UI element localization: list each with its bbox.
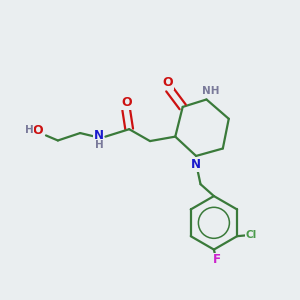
Text: F: F xyxy=(213,254,221,266)
Text: NH: NH xyxy=(202,85,220,96)
Text: H: H xyxy=(25,125,34,135)
Text: H: H xyxy=(94,140,103,150)
Text: O: O xyxy=(32,124,43,136)
Text: N: N xyxy=(94,129,104,142)
Text: N: N xyxy=(191,158,201,171)
Text: O: O xyxy=(122,96,132,109)
Text: Cl: Cl xyxy=(246,230,257,240)
Text: O: O xyxy=(163,76,173,89)
